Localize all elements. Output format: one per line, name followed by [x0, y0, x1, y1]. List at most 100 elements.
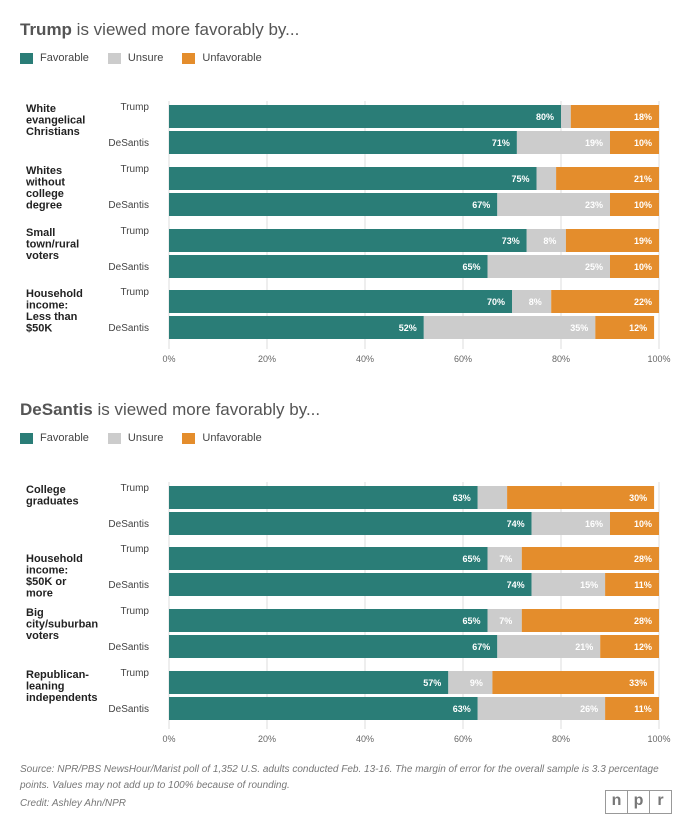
data-label: 30% — [629, 493, 647, 503]
legend-label-unsure: Unsure — [127, 52, 164, 64]
group-label: leaning — [26, 681, 65, 693]
group-label: Whites — [26, 165, 62, 177]
legend-label-favorable: Favorable — [40, 52, 89, 64]
x-tick-label: 80% — [552, 354, 570, 364]
data-label: 33% — [629, 678, 647, 688]
data-label: 19% — [634, 236, 652, 246]
bar-segment-unfavorable — [610, 512, 659, 535]
data-label: 11% — [634, 580, 652, 590]
group-label: income: — [26, 565, 68, 577]
bar-segment-favorable — [169, 105, 561, 128]
bar-segment-unsure — [423, 316, 596, 339]
x-tick-label: 0% — [162, 734, 175, 744]
data-label: 11% — [634, 704, 652, 714]
bar-segment-unsure — [516, 131, 610, 154]
legend: Favorable Unsure Unfavorable — [20, 52, 281, 64]
bar-segment-favorable — [169, 290, 512, 313]
data-label: 16% — [585, 519, 603, 529]
data-label: 18% — [634, 112, 652, 122]
group-label: Household — [26, 553, 83, 565]
bar-segment-unsure — [561, 105, 571, 128]
bar-segment-unfavorable — [507, 486, 655, 509]
data-label: 10% — [634, 519, 652, 529]
bar-segment-unfavorable — [595, 316, 655, 339]
bar-segment-favorable — [169, 512, 532, 535]
data-label: 35% — [570, 323, 588, 333]
bar-segment-unsure — [497, 635, 601, 658]
x-tick-label: 80% — [552, 734, 570, 744]
legend-label-unsure: Unsure — [127, 432, 164, 444]
bar-segment-unsure — [531, 573, 606, 596]
bar-segment-favorable — [169, 229, 527, 252]
data-label: 67% — [472, 200, 490, 210]
data-label: 12% — [629, 323, 647, 333]
bar-segment-unsure — [536, 167, 557, 190]
x-tick-label: 20% — [258, 734, 276, 744]
data-label: 15% — [580, 580, 598, 590]
data-label: 19% — [585, 138, 603, 148]
data-label: 73% — [502, 236, 520, 246]
bar-segment-unsure — [512, 290, 552, 313]
chart-title-rest: is viewed more favorably by... — [71, 20, 300, 39]
bar-segment-unfavorable — [521, 547, 659, 570]
data-label: 65% — [462, 554, 480, 564]
bar-segment-unsure — [487, 547, 522, 570]
legend-item-favorable: Favorable — [20, 432, 89, 444]
group-label: College — [26, 484, 66, 496]
row-label: Trump — [120, 102, 149, 113]
npr-logo-letter: r — [649, 790, 672, 814]
x-tick-label: 100% — [647, 734, 670, 744]
row-label: DeSantis — [108, 323, 149, 334]
legend-swatch-favorable — [20, 52, 33, 64]
chart-title: Trump is viewed more favorably by... — [20, 20, 299, 40]
data-label: 7% — [499, 554, 512, 564]
data-label: 28% — [634, 616, 652, 626]
group-label: $50K or — [26, 576, 67, 588]
data-label: 70% — [487, 297, 505, 307]
legend-swatch-favorable — [20, 432, 33, 444]
group-label: graduates — [26, 496, 79, 508]
chart-title: DeSantis is viewed more favorably by... — [20, 400, 320, 420]
bar-segment-unsure — [448, 671, 493, 694]
data-label: 7% — [499, 616, 512, 626]
group-label: Household — [26, 288, 83, 300]
group-label: Small — [26, 227, 55, 239]
legend-item-unsure: Unsure — [107, 432, 164, 444]
data-label: 10% — [634, 200, 652, 210]
bar-segment-unfavorable — [565, 229, 659, 252]
data-label: 10% — [634, 138, 652, 148]
row-label: Trump — [120, 668, 149, 679]
chart-title-bold: DeSantis — [20, 400, 93, 419]
group-label: $50K — [26, 323, 52, 335]
data-label: 8% — [529, 297, 542, 307]
bar-segment-unsure — [526, 229, 566, 252]
bar-segment-favorable — [169, 193, 498, 216]
x-tick-label: 60% — [454, 734, 472, 744]
bar-segment-unsure — [487, 609, 522, 632]
bar-segment-unfavorable — [610, 131, 659, 154]
legend-swatch-unfavorable — [182, 432, 196, 444]
data-label: 22% — [634, 297, 652, 307]
data-label: 52% — [399, 323, 417, 333]
group-label: Less than — [26, 311, 78, 323]
stacked-bar-chart: 0% 20% 40% 60% 80% 100% WhiteevangelicalChrist… — [25, 101, 671, 364]
source-note: Source: NPR/PBS NewsHour/Marist poll of … — [20, 764, 659, 791]
data-label: 74% — [507, 519, 525, 529]
group-label: Christians — [26, 126, 80, 138]
data-label: 74% — [507, 580, 525, 590]
npr-logo-letter: p — [627, 790, 650, 814]
credit-line: Credit: Ashley Ahn/NPR — [20, 798, 126, 809]
bar-segment-unsure — [477, 697, 606, 720]
row-label: DeSantis — [108, 138, 149, 149]
bar-segment-favorable — [169, 573, 532, 596]
bar-segment-favorable — [169, 697, 478, 720]
data-label: 21% — [634, 174, 652, 184]
legend-swatch-unsure — [107, 52, 121, 64]
bar-segment-favorable — [169, 671, 449, 694]
chart-title-bold: Trump — [20, 20, 72, 39]
data-label: 28% — [634, 554, 652, 564]
data-label: 67% — [472, 642, 490, 652]
bar-segment-unfavorable — [492, 671, 655, 694]
group-label: White — [26, 103, 56, 115]
